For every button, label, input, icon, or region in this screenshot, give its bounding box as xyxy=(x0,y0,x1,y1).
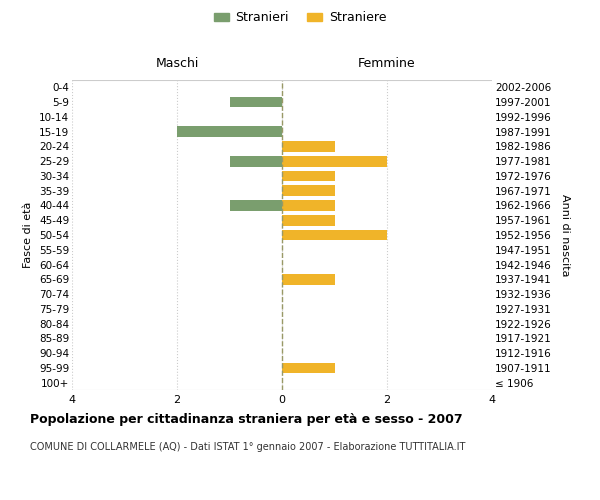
Legend: Stranieri, Straniere: Stranieri, Straniere xyxy=(209,6,391,29)
Text: Popolazione per cittadinanza straniera per età e sesso - 2007: Popolazione per cittadinanza straniera p… xyxy=(30,412,463,426)
Bar xyxy=(229,200,282,211)
Bar xyxy=(282,186,335,196)
Bar xyxy=(229,156,282,166)
Text: Femmine: Femmine xyxy=(358,57,416,70)
Bar xyxy=(282,156,387,166)
Bar xyxy=(282,362,335,373)
Text: COMUNE DI COLLARMELE (AQ) - Dati ISTAT 1° gennaio 2007 - Elaborazione TUTTITALIA: COMUNE DI COLLARMELE (AQ) - Dati ISTAT 1… xyxy=(30,442,466,452)
Bar xyxy=(177,126,282,137)
Bar xyxy=(282,215,335,226)
Y-axis label: Anni di nascita: Anni di nascita xyxy=(560,194,570,276)
Text: Maschi: Maschi xyxy=(155,57,199,70)
Bar xyxy=(282,170,335,181)
Bar xyxy=(282,274,335,284)
Bar xyxy=(282,200,335,211)
Y-axis label: Fasce di età: Fasce di età xyxy=(23,202,34,268)
Bar xyxy=(229,97,282,108)
Bar xyxy=(282,230,387,240)
Bar xyxy=(282,141,335,152)
